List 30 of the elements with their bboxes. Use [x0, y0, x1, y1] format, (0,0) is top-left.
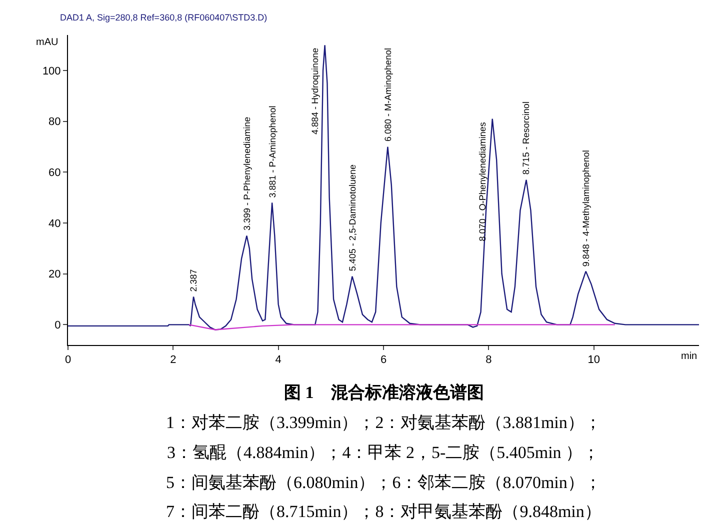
annotation: 5.405 - 2,5-Daminotoluene [347, 164, 358, 272]
x-tick-label: 10 [588, 354, 600, 366]
y-axis-title: mAU [36, 37, 58, 48]
annotation: 6.080 - M-Aminophenol [382, 48, 393, 142]
annotation: 2.387 [188, 269, 198, 292]
x-tick-label: 8 [486, 354, 492, 366]
x-tick-label: 6 [380, 354, 387, 366]
x-axis-title: min [681, 351, 698, 362]
annotation: 8.715 - Resorcinol [520, 102, 531, 175]
annotation: 8.070 - O-Phenylenediamines [478, 122, 488, 242]
x-tick-label: 0 [64, 354, 72, 366]
text: 3：氢醌（4.884min）；4：甲苯 2，5-二胺（5.405min ）； [167, 443, 600, 462]
caption: 图 1 混合标准溶液色谱图 [284, 383, 484, 402]
x-tick-label: 4 [275, 354, 282, 366]
y-tick-label: 20 [48, 268, 61, 281]
text: 5：间氨基苯酚（6.080min）；6：邻苯二胺（8.070min）； [166, 473, 602, 492]
annotation: 4.884 - Hydroquinone [310, 48, 320, 134]
y-tick-label: 60 [48, 167, 61, 180]
y-tick-label: 40 [48, 218, 61, 230]
chart-title: DAD1 A, Sig=280,8 Ref=360,8 (RF060407\STD3.D) [60, 12, 268, 22]
line-series [68, 44, 699, 330]
text: 1：对苯二胺（3.399min）；2：对氨基苯酚（3.881min）； [166, 413, 602, 432]
x-tick-label: 2 [170, 354, 176, 366]
y-tick-label: 0 [54, 320, 61, 332]
y-tick-label: 80 [48, 116, 61, 128]
annotation: 3.399 - P-Phenylenediamine [242, 116, 252, 230]
annotation: 9.848 - 4-Methylaminophenol [581, 150, 592, 267]
annotation: 3.881 - P-Aminophenol [267, 106, 278, 198]
y-tick-label: 100 [42, 65, 61, 78]
text: 7：间苯二酚（8.715min）；8：对甲氨基苯酚（9.848min） [166, 502, 602, 521]
